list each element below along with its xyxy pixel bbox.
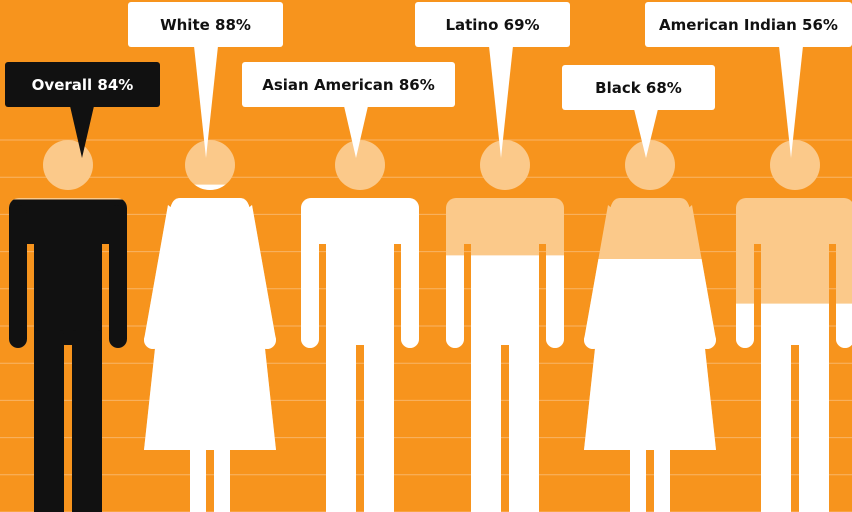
- leg: [471, 330, 501, 512]
- callout-pointer: [779, 46, 803, 158]
- leg: [214, 440, 230, 512]
- head: [335, 140, 385, 190]
- torso: [326, 205, 394, 345]
- dress: [144, 198, 276, 450]
- torso: [34, 205, 102, 345]
- arm: [584, 259, 614, 345]
- arm: [686, 259, 716, 345]
- head: [194, 184, 226, 190]
- callout-pointer: [489, 46, 513, 158]
- leg: [654, 440, 670, 512]
- arm: [144, 205, 180, 345]
- dress: [584, 259, 716, 450]
- data-label: Asian American 86%: [262, 76, 434, 94]
- hand: [698, 331, 716, 349]
- callout-box: [242, 62, 455, 107]
- arm: [401, 205, 419, 348]
- head: [770, 140, 820, 190]
- callout-pointer: [194, 46, 218, 158]
- data-label: White 88%: [160, 16, 251, 34]
- callout-box: [128, 2, 283, 47]
- arm: [9, 205, 27, 348]
- data-label: Latino 69%: [445, 16, 539, 34]
- data-label: Black 68%: [595, 79, 682, 97]
- arm: [240, 205, 276, 345]
- figure-fill: [9, 199, 127, 512]
- head: [480, 140, 530, 190]
- figure-fill: [144, 184, 276, 512]
- callout-pointer: [634, 109, 658, 158]
- head: [43, 140, 93, 190]
- leg: [364, 330, 394, 512]
- leg: [509, 330, 539, 512]
- figure-fill: [301, 198, 419, 512]
- leg: [34, 330, 64, 512]
- callout-pointer: [70, 106, 94, 158]
- leg: [761, 330, 791, 512]
- data-label: Overall 84%: [32, 76, 134, 94]
- head: [185, 140, 235, 190]
- leg: [630, 440, 646, 512]
- arm: [836, 303, 852, 348]
- data-label: American Indian 56%: [659, 16, 838, 34]
- arm: [736, 303, 754, 348]
- callout-box: [415, 2, 570, 47]
- callout-pointer: [344, 106, 368, 158]
- callout-box: [562, 65, 715, 110]
- hand: [258, 331, 276, 349]
- figure-fill: [446, 255, 564, 512]
- hand: [584, 331, 602, 349]
- figure-fill: [736, 303, 852, 512]
- leg: [799, 330, 829, 512]
- leg: [190, 440, 206, 512]
- arm: [546, 255, 564, 348]
- head: [625, 140, 675, 190]
- leg: [72, 330, 102, 512]
- callout-box: [5, 62, 160, 107]
- arm: [301, 205, 319, 348]
- callout-box: [645, 2, 852, 47]
- leg: [326, 330, 356, 512]
- arm: [446, 255, 464, 348]
- arm: [109, 205, 127, 348]
- hand: [144, 331, 162, 349]
- figure-fill: [584, 259, 716, 512]
